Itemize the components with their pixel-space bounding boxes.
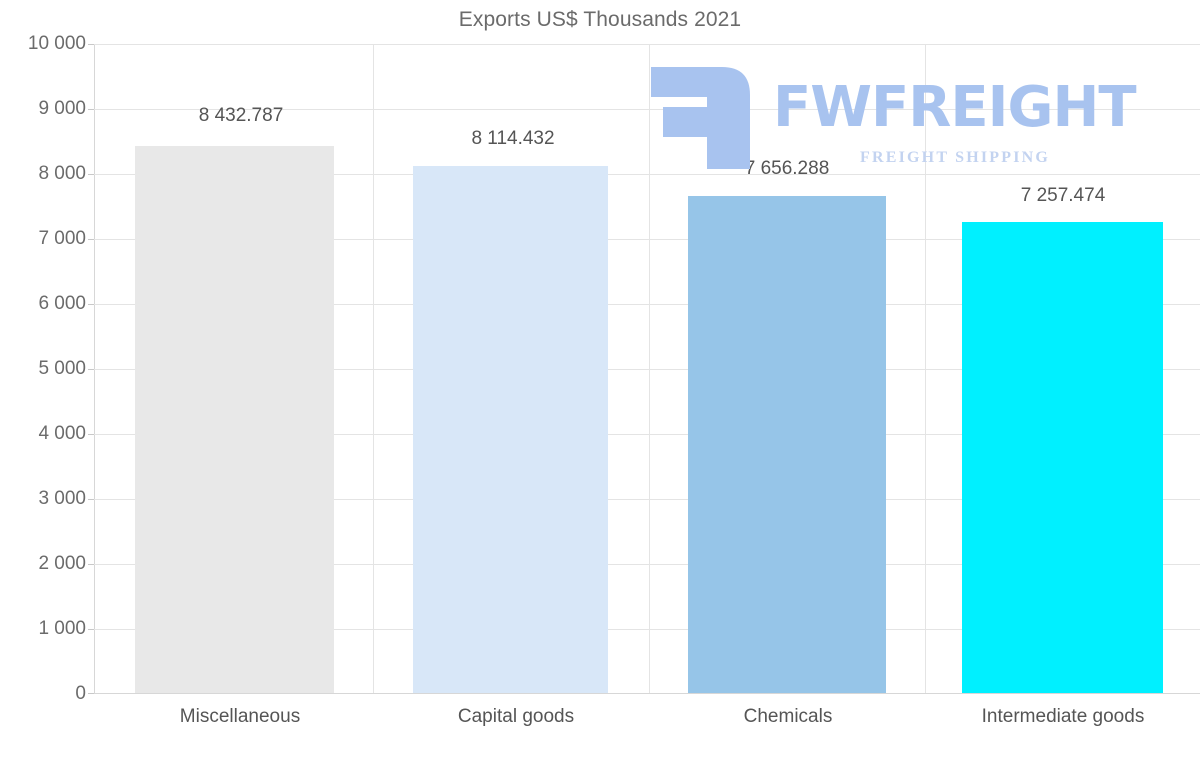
bar-miscellaneous[interactable]: [135, 145, 334, 693]
y-tick-label: 7 000: [38, 228, 86, 249]
x-axis-label-capital-goods: Capital goods: [457, 706, 575, 727]
y-tick-label: 5 000: [38, 358, 86, 379]
gridline-horizontal: [88, 239, 1200, 240]
gridline-horizontal: [88, 369, 1200, 370]
y-tick-label: 9 000: [38, 98, 86, 119]
x-axis-label-intermediate-goods: Intermediate goods: [981, 706, 1145, 727]
x-axis-baseline: [88, 693, 1200, 694]
bar-value-label: 7 656.288: [744, 158, 830, 179]
gridline-horizontal: [88, 44, 1200, 45]
bar-capital-goods[interactable]: [413, 166, 608, 693]
y-tick-label: 8 000: [38, 163, 86, 184]
y-tick-label: 1 000: [38, 618, 86, 639]
chart-title: Exports US$ Thousands 2021: [458, 8, 742, 31]
gridline-vertical: [649, 44, 650, 693]
gridline-horizontal: [88, 499, 1200, 500]
bar-value-label: 7 257.474: [1020, 185, 1106, 206]
bar-value-label: 8 432.787: [198, 105, 284, 126]
gridline-horizontal: [88, 434, 1200, 435]
gridline-horizontal: [88, 304, 1200, 305]
gridline-horizontal: [88, 564, 1200, 565]
y-axis-labels: 10 000 9 000 8 000 7 000 6 000 5 000 4 0…: [0, 0, 86, 763]
y-tick-label: 2 000: [38, 553, 86, 574]
bar-value-label: 8 114.432: [471, 128, 555, 149]
gridline-horizontal: [88, 109, 1200, 110]
y-tick-label: 0: [75, 683, 86, 704]
gridline-horizontal: [88, 629, 1200, 630]
bar-intermediate-goods[interactable]: [962, 222, 1163, 693]
y-tick-label: 3 000: [38, 488, 86, 509]
gridline-horizontal: [88, 174, 1200, 175]
y-tick-label: 4 000: [38, 423, 86, 444]
bar-chemicals[interactable]: [688, 196, 886, 693]
gridline-vertical: [925, 44, 926, 693]
y-tick-label: 10 000: [27, 33, 86, 54]
x-axis-label-miscellaneous: Miscellaneous: [179, 706, 301, 727]
plot-area: [88, 44, 1200, 694]
gridline-vertical: [373, 44, 374, 693]
x-axis-label-chemicals: Chemicals: [743, 706, 833, 727]
y-tick-label: 6 000: [38, 293, 86, 314]
